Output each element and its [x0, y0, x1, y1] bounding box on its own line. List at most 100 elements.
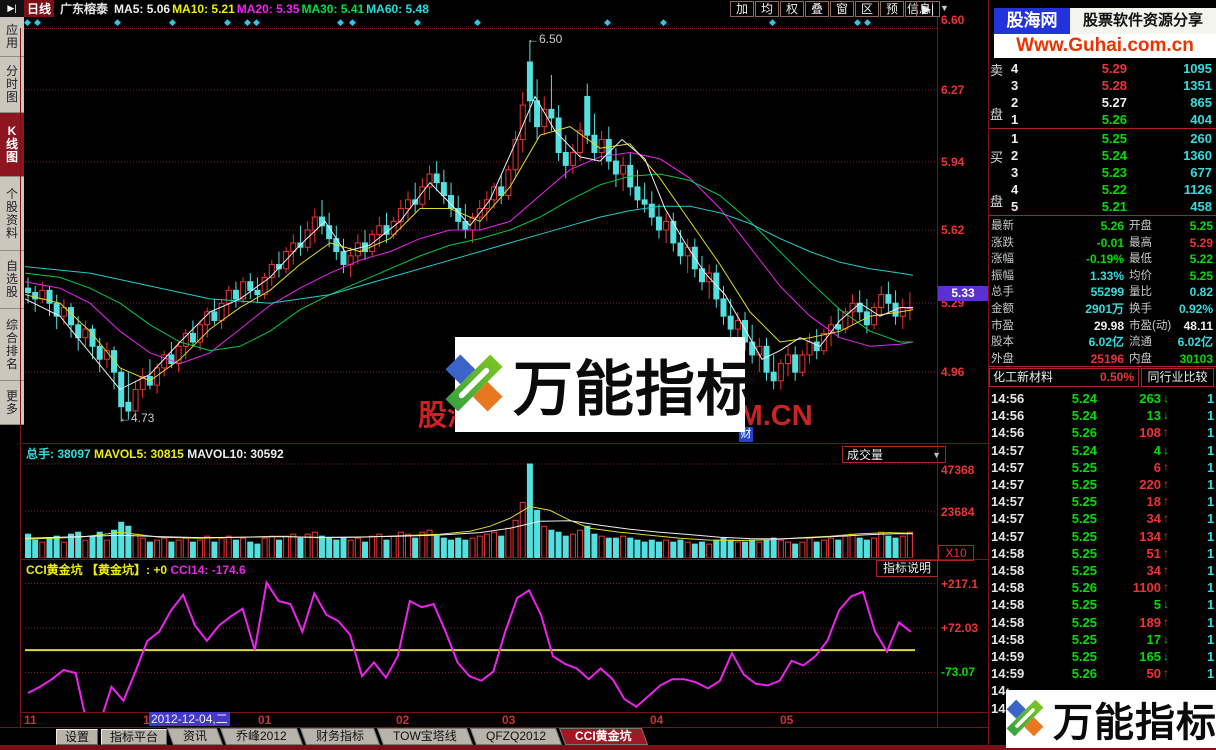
period-label[interactable]: 日线: [24, 0, 55, 17]
info-row: 振幅 1.33% 均价 5.25: [989, 268, 1216, 285]
volume-chart[interactable]: [25, 462, 937, 558]
transaction-volume: 34: [1146, 563, 1161, 578]
depth-level: 5: [1011, 199, 1019, 214]
tab-财务指标[interactable]: 财务指标: [299, 728, 380, 745]
sector-change: 0.50%: [1099, 370, 1134, 384]
toolbar-button-区[interactable]: 区: [855, 1, 879, 17]
date-axis-label: 04: [650, 713, 664, 727]
transaction-count: 1: [1207, 459, 1215, 475]
info-value: 1.33%: [1089, 268, 1124, 283]
date-axis-label: 11: [24, 713, 37, 727]
transaction-price: 5.25: [1071, 477, 1097, 492]
transaction-volume: 5: [1153, 597, 1161, 613]
sidebar-item-综合排名[interactable]: 综合排名: [0, 309, 24, 381]
volume-header-label: MAVOL10: 30592: [187, 447, 284, 461]
transaction-row: 14:57 5.24 4 ↓ 1: [989, 442, 1216, 459]
depth-level: 1: [1011, 131, 1019, 146]
quote-divider: [989, 215, 1216, 216]
tab-乔峰2012[interactable]: 乔峰2012: [219, 728, 303, 745]
depth-price: 5.21: [1101, 199, 1127, 214]
axis-bottom-line: [0, 727, 988, 728]
depth-row: 4 5.22 1126: [989, 181, 1216, 198]
sidebar-item-更多[interactable]: 更多: [0, 381, 24, 425]
depth-price: 5.25: [1101, 131, 1127, 146]
tab-TOW宝塔线[interactable]: TOW宝塔线: [376, 728, 473, 745]
info-row: 市盈 29.98 市盈(动) 48.11: [989, 318, 1216, 335]
depth-row: 1 5.26 404: [989, 111, 1216, 128]
industry-compare-button[interactable]: 同行业比较: [1141, 368, 1214, 387]
transaction-volume: 13: [1146, 408, 1161, 424]
transaction-volume: 50: [1146, 666, 1161, 682]
arrow-up-icon: ↑: [1163, 425, 1169, 440]
toolbar-button-权[interactable]: 权: [780, 1, 804, 17]
toolbar-button-窗[interactable]: 窗: [830, 1, 854, 17]
sidebar-item-应用[interactable]: 应用: [0, 17, 24, 57]
depth-label: 买: [990, 150, 1004, 165]
volume-header-label: 总手: 38097: [26, 447, 95, 461]
date-axis-label: 02: [396, 713, 410, 727]
transaction-row: 14:58 5.25 189 ↑ 1: [989, 614, 1216, 631]
transaction-price: 5.24: [1071, 408, 1097, 424]
transaction-time: 14:: [991, 700, 1010, 716]
arrow-down-icon: ↓: [1163, 649, 1169, 663]
info-label: 最低: [1129, 253, 1152, 266]
toolbar-button-加[interactable]: 加: [730, 1, 754, 17]
info-value: 48.11: [1183, 318, 1213, 333]
info-row: 涨跌 -0.01 最高 5.29: [989, 235, 1216, 252]
info-label: 股本: [991, 336, 1014, 349]
depth-level: 1: [1011, 112, 1019, 127]
tab-QFZQ2012[interactable]: QFZQ2012: [469, 728, 562, 745]
indicator-selector[interactable]: 成交量 ▼: [842, 446, 946, 463]
transaction-row: 14:58 5.25 5 ↓ 1: [989, 596, 1216, 613]
transaction-row: 14:56 5.26 108 ↑ 1: [989, 424, 1216, 441]
transaction-count: 1: [1207, 563, 1215, 578]
arrow-up-icon: ↑: [1163, 494, 1169, 509]
cci-axis-label: -73.07: [941, 665, 976, 679]
tab-CCI黄金坑[interactable]: CCI黄金坑: [558, 728, 648, 745]
bottom-button-指标平台[interactable]: 指标平台: [101, 728, 168, 745]
transaction-time: 14:59: [991, 666, 1025, 682]
toolbar: 日线 广东榕泰 MA5: 5.06 MA10: 5.21 MA20: 5.35 MA3…: [24, 0, 988, 17]
candlestick-chart[interactable]: [25, 30, 937, 443]
info-value: 25196: [1090, 351, 1124, 366]
transaction-row: 14:58 5.25 34 ↑ 1: [989, 562, 1216, 579]
depth-price: 5.22: [1101, 182, 1127, 197]
transaction-time: 14:57: [991, 442, 1025, 458]
next-icon[interactable]: ▶|: [916, 1, 940, 17]
arrow-up-icon: ↑: [1163, 459, 1169, 474]
toolbar-button-预[interactable]: 预: [880, 1, 904, 17]
wanneng-logo-icon: [443, 352, 505, 417]
info-label: 涨幅: [991, 253, 1014, 266]
transaction-time: 14:56: [991, 425, 1025, 441]
toolbar-button-叠[interactable]: 叠: [805, 1, 829, 17]
transaction-price: 5.26: [1071, 580, 1097, 596]
toolbar-button-均[interactable]: 均: [755, 1, 779, 17]
info-value: -0.19%: [1085, 252, 1124, 267]
diamond-marker-icon: ◆: [244, 17, 251, 27]
date-axis-label: 03: [502, 713, 516, 727]
tab-资讯[interactable]: 资讯: [166, 728, 224, 745]
transaction-time: 14:59: [991, 649, 1025, 664]
sidebar-item-分时图[interactable]: 分时图: [0, 57, 24, 113]
depth-row: 5 5.21 458: [989, 198, 1216, 215]
volume-header: 总手: 38097 MAVOL5: 30815 MAVOL10: 30592: [26, 445, 284, 462]
depth-label: 盘: [990, 194, 1004, 209]
sidebar-item-自选股[interactable]: 自选股: [0, 251, 24, 309]
sidebar-item-个股资料[interactable]: 个股资料: [0, 177, 24, 251]
indicator-help-button[interactable]: 指标说明: [876, 560, 938, 577]
watermark-logo-box: 万能指标: [445, 337, 756, 432]
ma-legend: MA5: 5.06 MA10: 5.21 MA20: 5.35 MA30: 5.41 M…: [114, 2, 431, 16]
toolbar-divider: [24, 28, 937, 29]
transaction-price: 5.25: [1071, 563, 1097, 578]
collapse-icon[interactable]: ▶|: [0, 0, 24, 17]
depth-volume: 260: [1190, 131, 1212, 146]
volume-axis-label: 47368: [941, 463, 975, 477]
transaction-time: 14:58: [991, 614, 1025, 630]
sector-name[interactable]: 化工新材料: [993, 370, 1054, 384]
transaction-row: 14:59 5.25 165 ↓ 1: [989, 648, 1216, 665]
info-label: 涨跌: [991, 236, 1014, 249]
cci-chart[interactable]: [25, 578, 937, 712]
transaction-volume: 134: [1139, 528, 1161, 544]
chevron-down-icon[interactable]: ▼: [940, 3, 949, 13]
bottom-button-设置[interactable]: 设置: [56, 728, 99, 745]
